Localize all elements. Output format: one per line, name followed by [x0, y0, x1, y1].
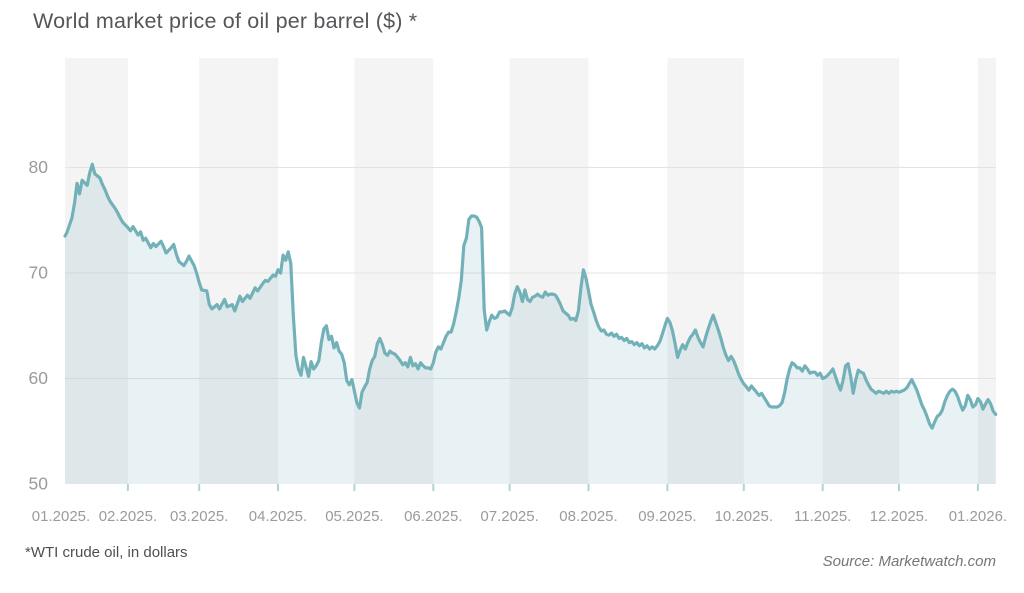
chart-title: World market price of oil per barrel ($)… — [33, 9, 418, 33]
month-stripe — [199, 58, 279, 484]
month-stripe — [977, 58, 996, 484]
x-axis-label: 06.2025. — [404, 508, 462, 525]
x-axis-label: 09.2025. — [638, 508, 696, 525]
y-axis-label: 70 — [29, 263, 49, 283]
x-axis-label: 05.2025. — [325, 508, 383, 525]
month-stripe — [354, 58, 434, 484]
price-line — [63, 162, 998, 430]
x-axis-label: 01.2026. — [949, 508, 1007, 525]
chart-source-attribution: Source: Marketwatch.com — [822, 553, 996, 570]
month-stripe — [509, 58, 589, 484]
month-stripe — [65, 58, 128, 484]
x-axis-label: 12.2025. — [870, 508, 928, 525]
x-axis-label: 07.2025. — [480, 508, 538, 525]
x-axis-label: 04.2025. — [249, 508, 307, 525]
month-stripe — [822, 58, 900, 484]
price-area-fill — [65, 164, 996, 485]
y-axis-label: 60 — [29, 368, 49, 388]
x-axis-label: 02.2025. — [99, 508, 157, 525]
y-axis-label: 50 — [29, 474, 49, 494]
x-axis-label: 10.2025. — [715, 508, 773, 525]
x-axis-label: 01.2025. — [32, 508, 90, 525]
x-axis-label: 08.2025. — [559, 508, 617, 525]
y-axis-label: 80 — [29, 157, 49, 177]
month-stripe — [667, 58, 744, 484]
x-axis-label: 11.2025. — [794, 508, 851, 525]
x-axis-label: 03.2025. — [170, 508, 228, 525]
chart-footnote: *WTI crude oil, in dollars — [25, 544, 188, 561]
